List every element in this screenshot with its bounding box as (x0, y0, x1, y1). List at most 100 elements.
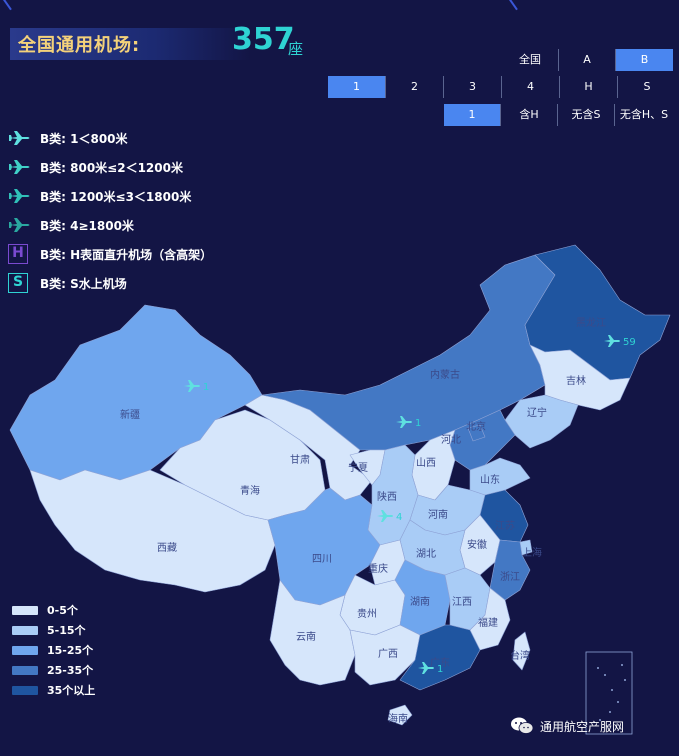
plane-icon (8, 215, 32, 235)
class-tabs: 全国 A B (502, 49, 673, 71)
province-label: 内蒙古 (430, 368, 460, 381)
south-china-sea-inset (585, 651, 633, 735)
scale-item: 0-5个 (12, 600, 95, 620)
province-label: 河南 (428, 508, 448, 521)
filter-tab-2[interactable]: 无含S (558, 104, 615, 126)
scale-swatch (12, 625, 38, 635)
sub-tab-2[interactable]: 3 (444, 76, 502, 98)
province-label: 四川 (312, 554, 332, 565)
legend-item: B类: 4≥1800米 (8, 215, 134, 235)
province-label: 新疆 (120, 408, 140, 421)
filter-tabs: 1 含H 无含S 无含H、S (444, 104, 673, 126)
scale-label: 35个以上 (47, 684, 96, 697)
airport-count-label: 4 (396, 512, 402, 523)
sub-tab-3[interactable]: 4 (502, 76, 560, 98)
class-tab-1[interactable]: A (559, 49, 616, 71)
province-zhejiang[interactable] (489, 539, 531, 601)
plane-icon (604, 335, 620, 347)
province-guangdong[interactable] (399, 624, 481, 691)
airport-count-label: 1 (415, 418, 421, 429)
province-label: 西藏 (157, 542, 177, 554)
legend-label: B类: 800米≤2＜1200米 (40, 160, 183, 175)
sub-tab-0[interactable]: 1 (328, 76, 386, 98)
legend-label: B类: 4≥1800米 (40, 218, 134, 233)
scale-label: 25-35个 (47, 664, 94, 677)
province-label: 台湾 (510, 649, 530, 662)
legend-item: B类: 1＜800米 (8, 128, 128, 148)
filter-tab-0[interactable]: 1 (444, 104, 501, 126)
airport-marker[interactable]: 1 (418, 662, 443, 675)
province-label: 陕西 (377, 490, 397, 503)
h-box-icon: H (8, 244, 32, 264)
scale-item: 35个以上 (12, 680, 95, 700)
scale-swatch (12, 645, 38, 655)
province-label: 北京 (466, 420, 486, 433)
province-hainan[interactable] (387, 704, 413, 726)
wechat-icon (511, 717, 534, 734)
province-label: 广东 (430, 656, 450, 669)
legend-label: B类: 1＜800米 (40, 131, 128, 146)
province-label: 重庆 (368, 562, 388, 575)
scale-label: 0-5个 (47, 604, 78, 617)
province-beijing[interactable] (467, 424, 486, 442)
class-tab-0[interactable]: 全国 (502, 49, 559, 71)
airport-marker[interactable]: 4 (377, 510, 402, 523)
province-liaoning[interactable] (504, 394, 579, 449)
airport-count-label: 59 (623, 337, 636, 348)
filter-tab-3[interactable]: 无含H、S (619, 108, 669, 121)
province-label: 云南 (296, 630, 316, 643)
legend-label: B类: 1200米≤3＜1800米 (40, 189, 192, 204)
province-label: 青海 (240, 484, 260, 497)
province-hunan[interactable] (394, 559, 451, 636)
sub-tab-5[interactable]: S (643, 80, 651, 93)
class-tab-2[interactable]: B (616, 49, 673, 71)
province-taiwan[interactable] (512, 631, 531, 671)
sub-tab-1[interactable]: 2 (386, 76, 444, 98)
scale-item: 5-15个 (12, 620, 95, 640)
scale-swatch (12, 685, 38, 695)
province-label: 山东 (480, 473, 500, 486)
s-box-icon: S (8, 273, 32, 293)
plane-icon (396, 416, 412, 428)
airport-marker[interactable]: 59 (604, 335, 636, 348)
legend-item: S B类: S水上机场 (8, 273, 127, 293)
province-label: 浙江 (500, 571, 520, 583)
province-label: 福建 (478, 616, 498, 629)
province-xizang[interactable] (29, 469, 276, 593)
province-label: 河北 (441, 434, 461, 446)
plane-icon (377, 510, 393, 522)
airport-total-unit: 座 (288, 40, 304, 58)
footer-watermark: 通用航空产服网 (510, 716, 624, 736)
page-title: 全国通用机场: (18, 35, 141, 56)
south-china-sea-islands (597, 664, 626, 721)
province-yunnan[interactable] (269, 579, 356, 686)
province-label: 广西 (378, 648, 398, 660)
province-label: 贵州 (357, 607, 377, 620)
plane-icon (8, 186, 32, 206)
province-label: 湖南 (410, 595, 430, 608)
province-label: 上海 (522, 546, 542, 559)
airport-marker[interactable]: 1 (184, 380, 209, 393)
scale-swatch (12, 665, 38, 675)
airport-total-count: 357 (232, 22, 295, 57)
scale-item: 25-35个 (12, 660, 95, 680)
province-label: 辽宁 (527, 406, 547, 419)
province-jilin[interactable] (529, 344, 631, 411)
airport-count-label: 1 (437, 664, 443, 675)
province-label: 湖北 (416, 548, 436, 560)
color-scale: 0-5个 5-15个 15-25个 25-35个 35个以上 (12, 600, 95, 700)
sub-tab-4[interactable]: H (560, 76, 618, 98)
airport-marker[interactable]: 1 (396, 416, 421, 429)
legend-label: B类: H表面直升机场（含高架） (40, 247, 213, 262)
plane-icon (8, 157, 32, 177)
province-label: 甘肃 (290, 453, 310, 466)
scale-label: 15-25个 (47, 644, 94, 657)
legend-item: B类: 1200米≤3＜1800米 (8, 186, 191, 206)
province-label: 海南 (388, 712, 408, 725)
scale-label: 5-15个 (47, 624, 86, 637)
filter-tab-1[interactable]: 含H (501, 104, 558, 126)
province-label: 黑龙江 (576, 316, 606, 329)
province-guangxi[interactable] (349, 624, 421, 686)
